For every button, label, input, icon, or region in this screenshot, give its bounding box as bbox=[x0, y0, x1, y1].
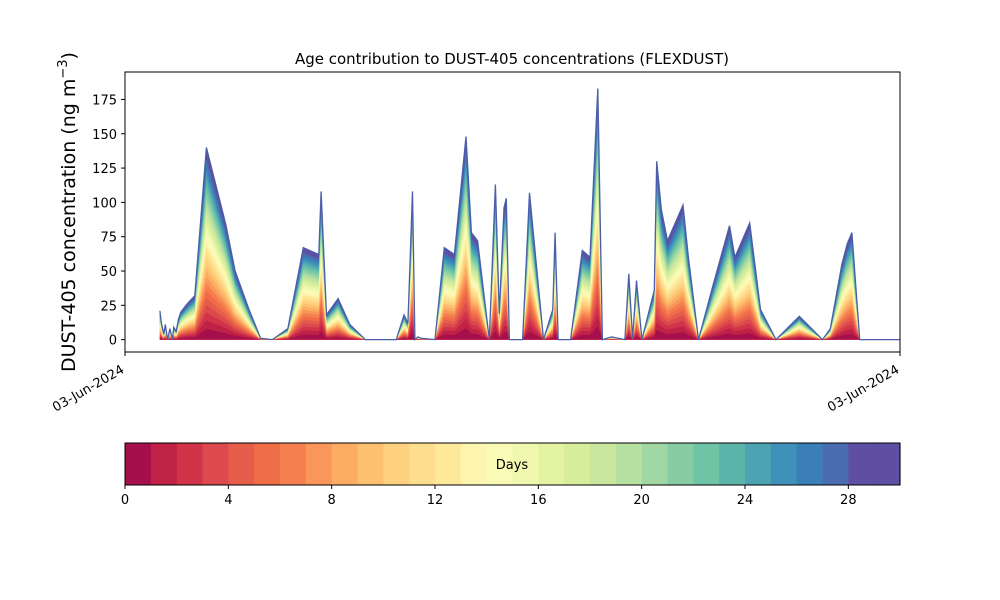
colorbar-cell bbox=[874, 443, 901, 485]
colorbar-cell bbox=[305, 443, 333, 485]
colorbar-cell bbox=[770, 443, 798, 485]
colorbar-cell bbox=[331, 443, 359, 485]
colorbar-tick-label: 28 bbox=[840, 493, 857, 508]
main-plot: 0 25 50 75 100 125 150 175 03-Jun-2024 03-Jun-20… bbox=[50, 50, 902, 415]
y-axis-label: DUST-405 concentration (ng m−3) bbox=[56, 52, 80, 372]
colorbar-cell bbox=[383, 443, 410, 485]
colorbar-cell bbox=[176, 443, 204, 485]
y-tick-label: 125 bbox=[92, 162, 117, 177]
total-line bbox=[159, 88, 900, 342]
y-tick-label: 25 bbox=[100, 299, 117, 314]
y-tick-label: 0 bbox=[109, 334, 117, 349]
colorbar-cell bbox=[460, 443, 488, 485]
colorbar-cell bbox=[280, 443, 307, 485]
x-tick-label: 03-Jun-2024 bbox=[825, 362, 902, 415]
y-tick-label: 175 bbox=[92, 93, 117, 108]
y-tick-label: 100 bbox=[92, 196, 117, 211]
colorbar-cell bbox=[435, 443, 462, 485]
colorbar-cell bbox=[641, 443, 669, 485]
colorbar-cell bbox=[125, 443, 152, 485]
y-tick-label: 75 bbox=[100, 231, 117, 246]
age-band-4 bbox=[159, 284, 900, 340]
colorbar-cell bbox=[745, 443, 772, 485]
colorbar-cell bbox=[150, 443, 178, 485]
colorbar-cell bbox=[719, 443, 746, 485]
age-band-6 bbox=[159, 266, 900, 340]
y-tick-label: 50 bbox=[100, 265, 117, 280]
colorbar-tick-label: 0 bbox=[121, 493, 129, 508]
age-band-2 bbox=[159, 304, 900, 340]
colorbar-cell bbox=[228, 443, 255, 485]
plot-frame bbox=[124, 71, 901, 353]
x-axis-ticks: 03-Jun-2024 03-Jun-2024 bbox=[50, 352, 902, 415]
colorbar-cell bbox=[486, 443, 514, 485]
colorbar-frame bbox=[124, 442, 901, 486]
colorbar-cell bbox=[512, 443, 539, 485]
age-band-1 bbox=[159, 314, 900, 340]
colorbar-tick-label: 12 bbox=[427, 493, 444, 508]
colorbar-cell bbox=[538, 443, 565, 485]
colorbar-cells bbox=[125, 443, 901, 485]
colorbar-label: Days bbox=[496, 458, 529, 473]
y-tick-label: 150 bbox=[92, 128, 117, 143]
colorbar-tick-label: 20 bbox=[633, 493, 650, 508]
y-axis-ticks: 0 25 50 75 100 125 150 175 bbox=[92, 93, 125, 349]
colorbar-cell bbox=[822, 443, 849, 485]
colorbar-tick-label: 16 bbox=[530, 493, 547, 508]
colorbar-cell bbox=[615, 443, 643, 485]
colorbar-cell bbox=[848, 443, 875, 485]
colorbar-cell bbox=[667, 443, 694, 485]
colorbar: 0 4 8 12 16 20 24 28 Days bbox=[121, 442, 901, 508]
colorbar-tick-label: 8 bbox=[328, 493, 336, 508]
colorbar-cell bbox=[564, 443, 591, 485]
colorbar-ticks: 0 4 8 12 16 20 24 28 bbox=[121, 485, 857, 508]
stacked-areas bbox=[159, 88, 900, 342]
chart-title: Age contribution to DUST-405 concentrati… bbox=[295, 50, 729, 68]
colorbar-cell bbox=[590, 443, 617, 485]
age-band-5 bbox=[159, 275, 900, 340]
colorbar-tick-label: 24 bbox=[737, 493, 754, 508]
colorbar-tick-label: 4 bbox=[224, 493, 232, 508]
colorbar-cell bbox=[409, 443, 436, 485]
age-band-3 bbox=[159, 294, 900, 340]
colorbar-cell bbox=[357, 443, 384, 485]
colorbar-cell bbox=[202, 443, 229, 485]
age-band-0 bbox=[159, 325, 900, 340]
colorbar-cell bbox=[254, 443, 281, 485]
colorbar-cell bbox=[796, 443, 824, 485]
colorbar-cell bbox=[693, 443, 720, 485]
